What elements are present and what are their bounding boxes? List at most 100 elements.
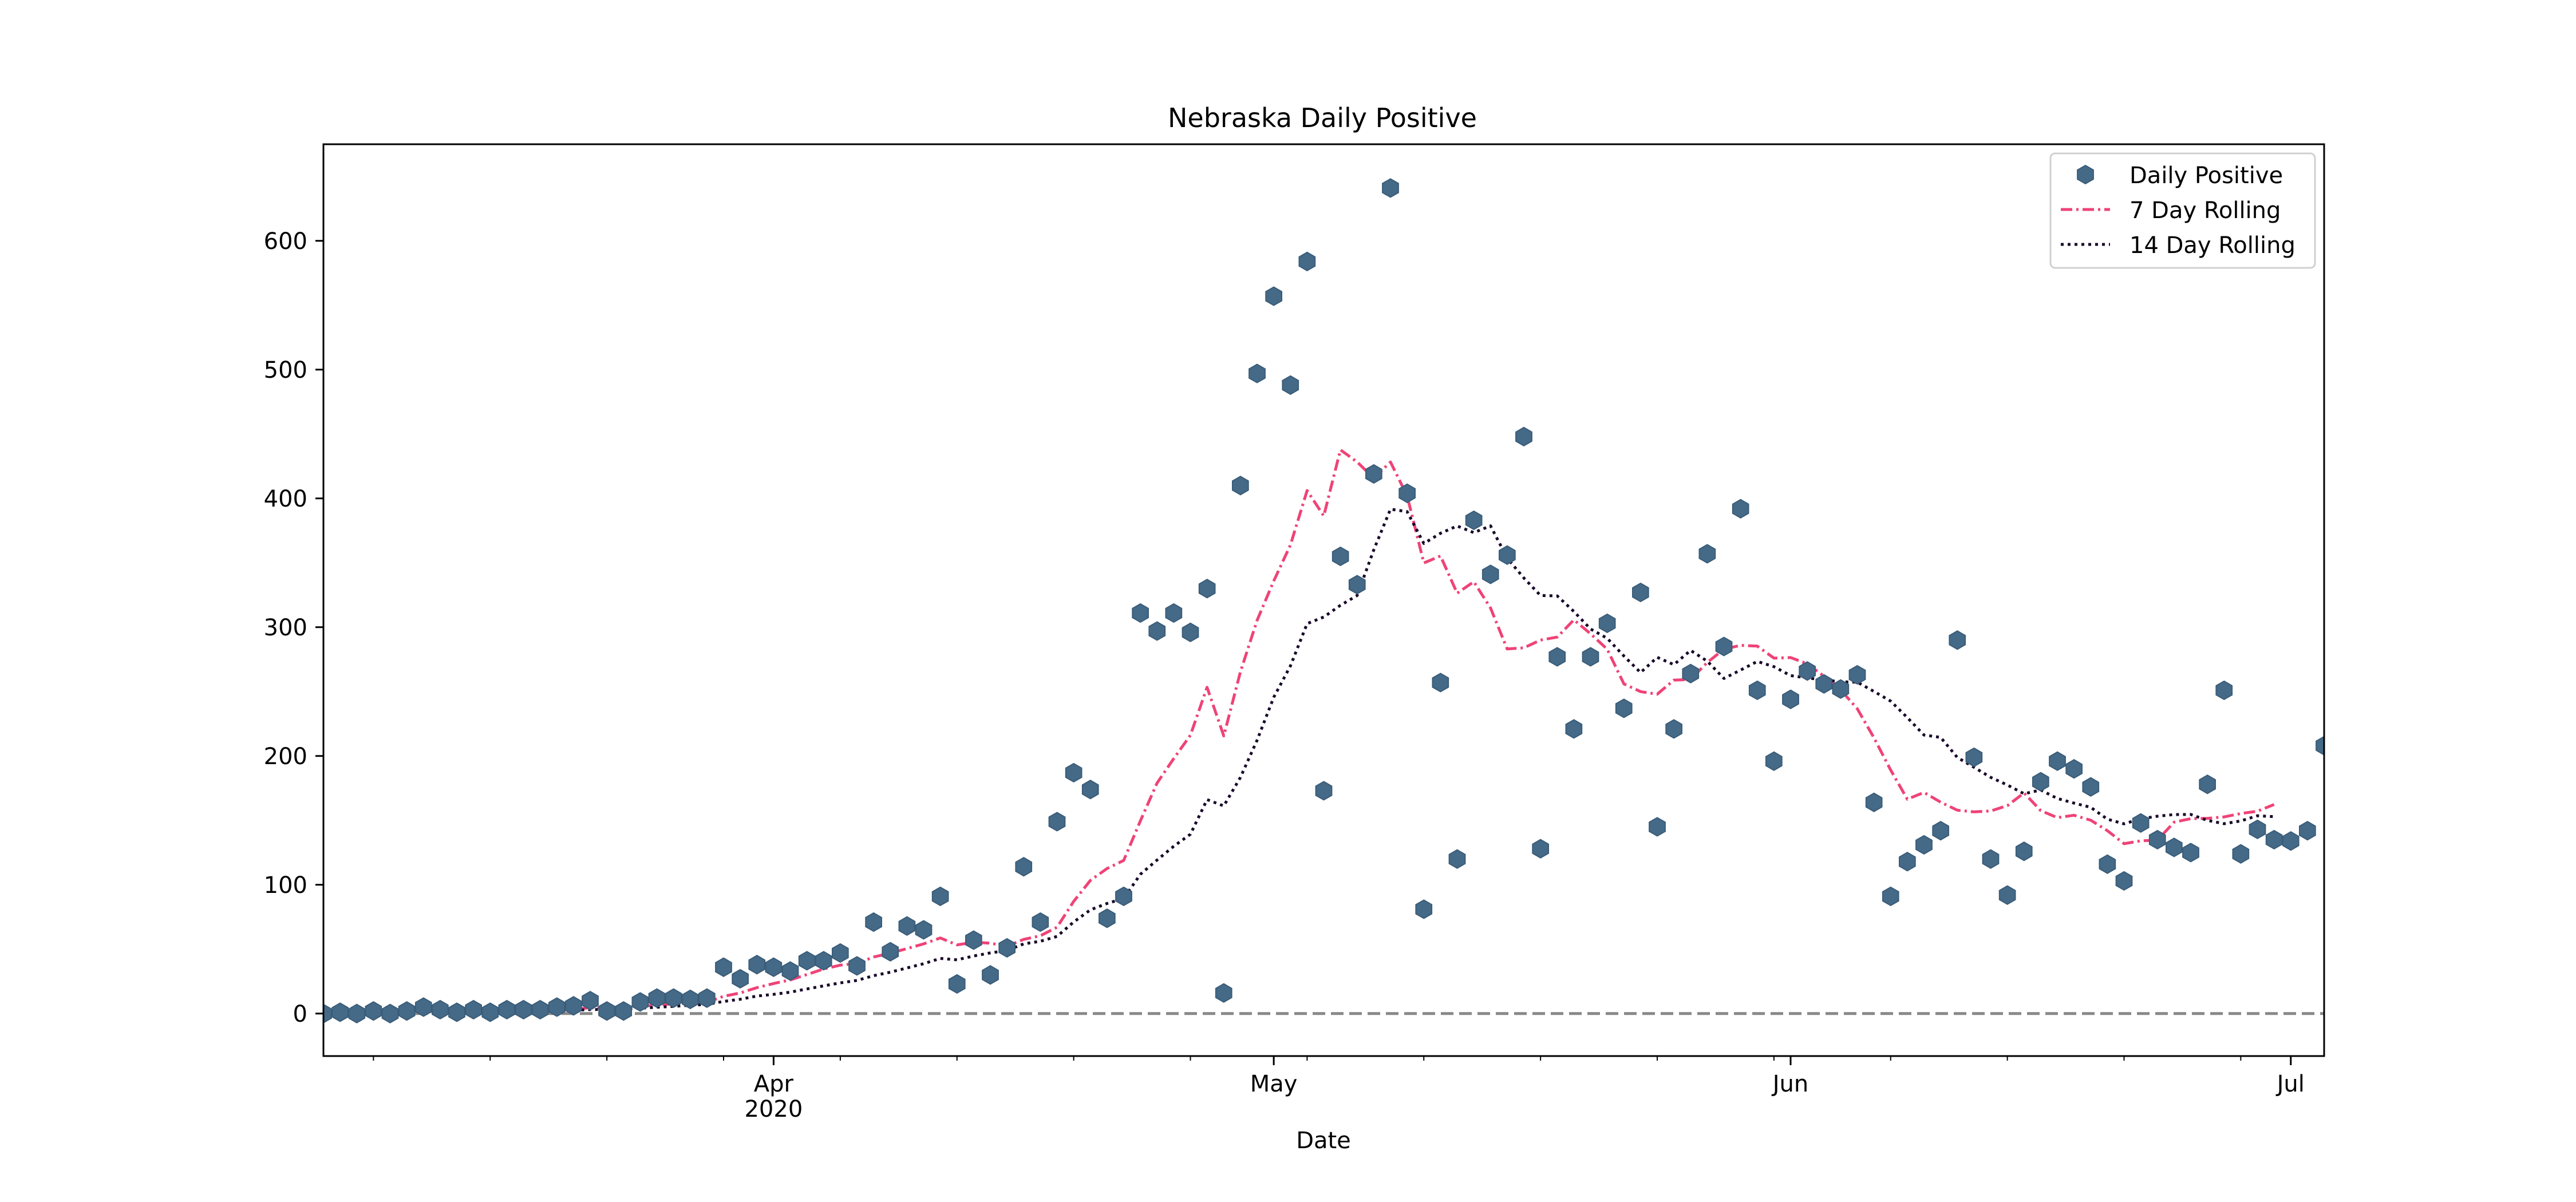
data-point-daily-positive [348,1003,366,1023]
data-point-daily-positive [681,989,699,1010]
data-point-daily-positive [1799,661,1816,681]
y-tick-label: 500 [264,357,307,383]
data-point-daily-positive [1915,835,1933,855]
data-point-daily-positive [931,886,949,907]
data-point-daily-positive [665,988,682,1008]
data-point-daily-positive [865,912,882,932]
data-point-daily-positive [2065,759,2083,779]
x-tick-label: Jul [2275,1071,2305,1097]
plot-area [323,178,2324,1023]
data-point-daily-positive [815,951,832,971]
legend-label-daily-positive: Daily Positive [2129,163,2283,189]
data-point-daily-positive [1582,647,1599,667]
data-point-daily-positive [2265,829,2283,850]
y-tick-label: 600 [264,228,307,255]
data-point-daily-positive [2032,772,2049,792]
y-tick-label: 400 [264,486,307,512]
data-point-daily-positive [1065,762,1082,783]
data-point-daily-positive [2049,751,2066,771]
data-point-daily-positive [2099,854,2116,874]
data-point-daily-positive [1765,751,1783,771]
legend-item-14-day-rolling: 14 Day Rolling [2061,232,2296,259]
data-point-daily-positive [1115,886,1132,907]
data-point-daily-positive [398,1001,416,1021]
data-point-daily-positive [732,968,749,989]
data-point-daily-positive [1465,510,1483,531]
data-point-daily-positive [1148,621,1166,641]
data-point-daily-positive [1532,839,1549,859]
data-point-daily-positive [1715,636,1733,657]
x-tick-label: Jun [1771,1071,1809,1097]
data-point-daily-positive [1949,630,1966,650]
data-point-daily-positive [1832,679,1850,699]
data-point-daily-positive [1232,476,1249,496]
y-axis: 0 100 200 300 400 500 600 [264,228,323,1027]
data-point-daily-positive [531,999,549,1020]
data-point-daily-positive [765,957,783,977]
data-point-daily-positive [2316,736,2324,756]
data-point-daily-positive [1382,178,1399,198]
x-tick-label: Apr [754,1071,794,1097]
data-point-daily-positive [631,992,649,1012]
data-point-daily-positive [2132,813,2150,833]
data-point-daily-positive [948,974,966,994]
data-point-daily-positive [848,956,866,976]
data-point-daily-positive [1249,363,1266,383]
y-tick-label: 200 [264,744,307,770]
legend-item-daily-positive: Daily Positive [2077,163,2283,189]
data-point-daily-positive [1698,544,1716,564]
legend-label-7-day-rolling: 7 Day Rolling [2129,197,2281,224]
data-point-daily-positive [1649,817,1666,837]
data-point-daily-positive [915,920,933,940]
data-point-daily-positive [1732,499,1749,519]
data-point-daily-positive [1865,792,1883,812]
data-point-daily-positive [1748,680,1766,701]
data-point-daily-positive [1398,483,1416,503]
data-point-daily-positive [698,988,716,1008]
data-point-daily-positive [2182,843,2199,863]
data-point-daily-positive [1448,849,1466,869]
data-point-daily-positive [381,1003,399,1023]
data-point-daily-positive [331,1002,349,1022]
x-tick-label: May [1250,1071,1298,1097]
data-point-daily-positive [414,997,432,1017]
x-tick-sublabel: 2020 [744,1096,803,1122]
data-point-daily-positive [832,943,849,963]
data-point-daily-positive [1165,603,1183,623]
data-point-daily-positive [498,999,516,1020]
x-axis-label: Date [1296,1128,1351,1154]
data-point-daily-positive [1198,579,1216,599]
data-point-daily-positive [2215,680,2233,701]
data-point-daily-positive [1598,613,1616,634]
data-point-daily-positive [2015,841,2033,861]
data-point-daily-positive [2299,821,2316,841]
data-point-daily-positive [1265,286,1282,306]
legend-box [2049,152,2316,269]
data-point-daily-positive [1081,780,1099,800]
data-point-daily-positive [1348,575,1366,595]
data-point-daily-positive [2166,837,2183,857]
data-point-daily-positive [1848,665,1866,685]
data-point-daily-positive [1682,663,1700,683]
data-point-daily-positive [432,999,449,1020]
data-point-daily-positive [1782,689,1799,709]
data-point-daily-positive [1982,849,2000,869]
data-point-daily-positive [2115,871,2133,891]
data-point-daily-positive [365,1001,382,1021]
data-point-daily-positive [1048,812,1066,832]
data-point-daily-positive [998,938,1016,958]
data-point-daily-positive [965,930,982,950]
data-point-daily-positive [1432,673,1449,693]
data-point-daily-positive [1015,857,1033,877]
legend: Daily Positive 7 Day Rolling 14 Day Roll… [2049,152,2316,269]
data-point-daily-positive [798,951,816,971]
data-point-daily-positive [565,996,582,1016]
data-point-daily-positive [1665,719,1682,739]
data-point-daily-positive [2232,844,2250,864]
series-line-14-day-rolling [540,508,2274,1013]
data-point-daily-positive [748,955,766,975]
data-point-daily-positive [1099,908,1116,928]
y-tick-label: 0 [293,1001,307,1027]
data-point-daily-positive [1298,251,1316,271]
